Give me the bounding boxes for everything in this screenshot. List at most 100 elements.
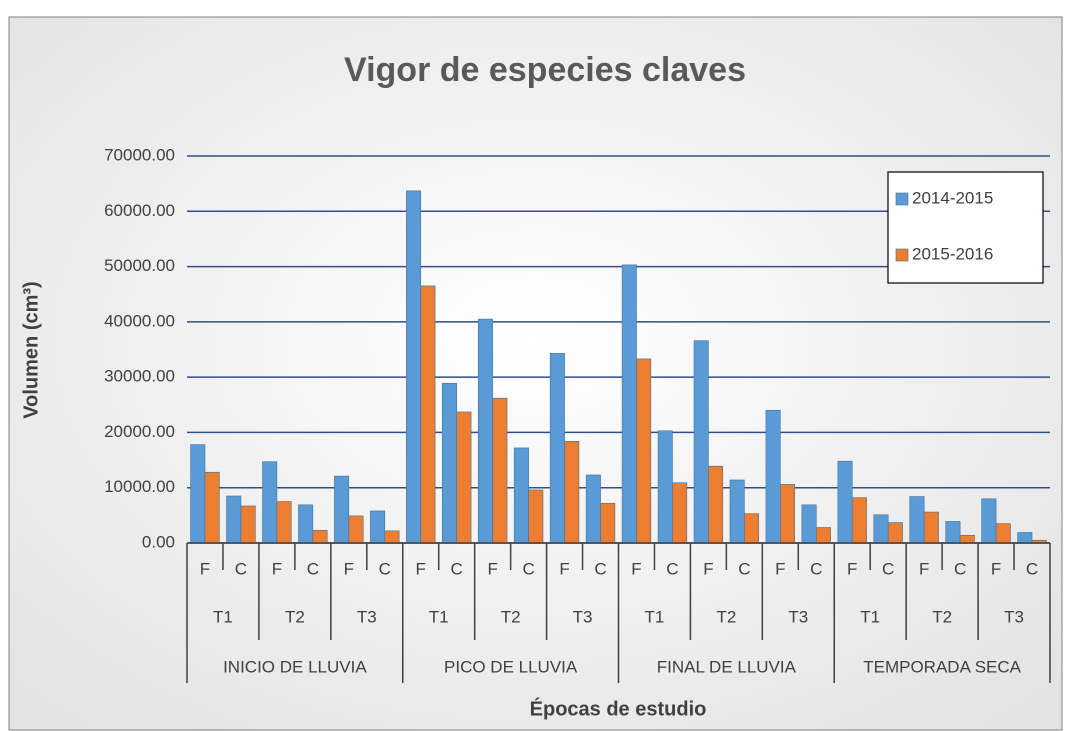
x-tick-label: C (522, 559, 534, 578)
bar (909, 496, 925, 544)
legend (887, 171, 1044, 284)
bar (600, 502, 616, 544)
bar (995, 523, 1011, 544)
y-tick-label: 0.00 (142, 532, 175, 551)
bar (276, 501, 292, 544)
y-axis-title: Volumen (cm³) (20, 281, 42, 418)
x-tick-label: C (810, 559, 822, 578)
x-axis-title: Épocas de estudio (530, 697, 707, 720)
bar (513, 447, 529, 544)
bar (923, 511, 939, 544)
category-group-label: T2 (501, 607, 521, 626)
x-tick-label: C (666, 559, 678, 578)
bar (729, 479, 745, 544)
category-group-label: T2 (932, 607, 952, 626)
bar (190, 444, 206, 544)
y-tick-label: 50000.00 (104, 256, 175, 275)
x-tick-label: C (738, 559, 750, 578)
bar (945, 521, 961, 544)
legend-label: 2015-2016 (912, 244, 993, 263)
y-tick-label: 70000.00 (104, 145, 175, 164)
bar (981, 498, 997, 544)
x-tick-label: F (344, 559, 354, 578)
bar (477, 318, 493, 544)
bar (744, 513, 760, 544)
x-tick-label: C (451, 559, 463, 578)
bar (780, 484, 795, 544)
category-group-label: TEMPORADA SECA (863, 657, 1021, 676)
bar (528, 489, 544, 544)
bar (693, 340, 709, 544)
y-tick-label: 30000.00 (104, 367, 175, 386)
category-group-label: T2 (716, 607, 736, 626)
category-group-label: T3 (788, 607, 808, 626)
x-tick-label: C (1026, 559, 1038, 578)
x-tick-label: C (954, 559, 966, 578)
x-tick-label: F (631, 559, 641, 578)
bar (334, 475, 350, 544)
bar (672, 482, 688, 544)
bar (420, 285, 436, 544)
x-tick-label: C (307, 559, 319, 578)
bar (959, 534, 975, 544)
bar (384, 530, 400, 544)
x-tick-label: F (847, 559, 857, 578)
bar (657, 430, 673, 544)
legend-label: 2014-2015 (912, 188, 993, 207)
x-tick-label: C (379, 559, 391, 578)
x-tick-label: C (882, 559, 894, 578)
x-tick-label: F (919, 559, 929, 578)
category-group-label: PICO DE LLUVIA (444, 657, 578, 676)
bar (442, 382, 457, 544)
y-tick-label: 10000.00 (104, 477, 175, 496)
category-group-label: T1 (429, 607, 449, 626)
bar (851, 497, 867, 544)
bar (708, 465, 724, 544)
bar (621, 264, 637, 544)
x-tick-label: F (991, 559, 1001, 578)
x-tick-label: C (235, 559, 247, 578)
x-tick-label: C (594, 559, 606, 578)
legend-swatch (895, 192, 909, 206)
bar (298, 504, 314, 544)
x-tick-label: F (775, 559, 785, 578)
bar (564, 440, 580, 544)
bar (837, 460, 853, 544)
bar (585, 474, 601, 544)
category-group-label: T1 (645, 607, 665, 626)
y-tick-label: 40000.00 (104, 311, 175, 330)
bar (226, 495, 242, 544)
category-group-label: T3 (573, 607, 593, 626)
bar (765, 410, 781, 544)
chart-title: Vigor de especies claves (344, 51, 746, 89)
x-tick-label: F (416, 559, 426, 578)
legend-swatch (895, 248, 909, 262)
chart-area (8, 16, 1063, 731)
bar (815, 527, 831, 544)
bar (873, 514, 889, 544)
x-tick-label: F (200, 559, 210, 578)
bar (456, 411, 472, 544)
category-group-label: T1 (213, 607, 233, 626)
y-tick-label: 60000.00 (104, 201, 175, 220)
bar (801, 504, 817, 544)
bar (348, 515, 364, 544)
x-tick-label: F (559, 559, 569, 578)
category-group-label: T3 (1004, 607, 1024, 626)
bar (262, 461, 278, 544)
x-tick-label: F (487, 559, 497, 578)
x-tick-label: F (272, 559, 282, 578)
bar (370, 510, 386, 544)
bar (492, 397, 508, 544)
bar (636, 358, 652, 544)
bar (312, 529, 328, 544)
x-tick-label: F (703, 559, 713, 578)
bar (406, 190, 422, 544)
bar (204, 471, 220, 544)
y-tick-label: 20000.00 (104, 422, 175, 441)
category-group-label: INICIO DE LLUVIA (223, 657, 367, 676)
category-group-label: FINAL DE LLUVIA (657, 657, 797, 676)
category-group-label: T1 (860, 607, 880, 626)
category-group-label: T2 (285, 607, 305, 626)
